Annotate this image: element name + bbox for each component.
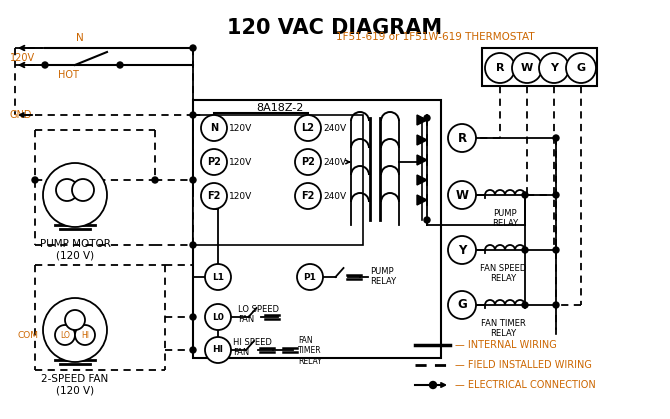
Circle shape	[152, 177, 158, 183]
Circle shape	[522, 302, 528, 308]
Polygon shape	[417, 175, 427, 185]
Circle shape	[205, 264, 231, 290]
Circle shape	[448, 124, 476, 152]
Text: HI SPEED
FAN: HI SPEED FAN	[233, 338, 272, 357]
Circle shape	[205, 337, 231, 363]
Circle shape	[522, 247, 528, 253]
Circle shape	[424, 217, 430, 223]
Circle shape	[190, 112, 196, 118]
Text: 240V: 240V	[323, 124, 346, 132]
Circle shape	[190, 242, 196, 248]
Polygon shape	[417, 155, 427, 165]
Text: FAN SPEED
RELAY: FAN SPEED RELAY	[480, 264, 526, 283]
Bar	[193, 100, 441, 358]
Circle shape	[424, 115, 430, 121]
Circle shape	[75, 325, 95, 345]
Circle shape	[553, 135, 559, 141]
Circle shape	[553, 247, 559, 253]
Circle shape	[32, 177, 38, 183]
Text: FAN
TIMER
RELAY: FAN TIMER RELAY	[298, 336, 322, 366]
Circle shape	[65, 310, 85, 330]
Text: W: W	[521, 63, 533, 73]
Text: HI: HI	[212, 346, 224, 354]
Text: G: G	[576, 63, 586, 73]
Text: LO: LO	[60, 331, 70, 339]
Circle shape	[448, 291, 476, 319]
Text: HI: HI	[81, 331, 89, 339]
Text: 1F51-619 or 1F51W-619 THERMOSTAT: 1F51-619 or 1F51W-619 THERMOSTAT	[336, 32, 534, 42]
Polygon shape	[417, 195, 427, 205]
Circle shape	[297, 264, 323, 290]
Circle shape	[485, 53, 515, 83]
Bar	[193, 115, 363, 245]
Text: PUMP
RELAY: PUMP RELAY	[370, 267, 396, 287]
Text: L1: L1	[212, 272, 224, 282]
Text: Y: Y	[550, 63, 558, 73]
Circle shape	[448, 236, 476, 264]
Circle shape	[117, 62, 123, 68]
Text: COM: COM	[17, 331, 38, 339]
Circle shape	[72, 179, 94, 201]
Circle shape	[553, 302, 559, 308]
Text: — ELECTRICAL CONNECTION: — ELECTRICAL CONNECTION	[455, 380, 596, 390]
Circle shape	[429, 382, 436, 388]
Text: — INTERNAL WIRING: — INTERNAL WIRING	[455, 340, 557, 350]
Text: F2: F2	[302, 191, 315, 201]
Text: P2: P2	[207, 157, 221, 167]
Text: P1: P1	[304, 272, 316, 282]
Circle shape	[295, 115, 321, 141]
Polygon shape	[417, 135, 427, 145]
Text: 120 VAC DIAGRAM: 120 VAC DIAGRAM	[227, 18, 443, 38]
Circle shape	[448, 181, 476, 209]
Circle shape	[512, 53, 542, 83]
Text: PUMP MOTOR
(120 V): PUMP MOTOR (120 V)	[40, 239, 111, 261]
Bar	[482, 48, 597, 86]
Text: 240V: 240V	[323, 158, 346, 166]
Text: — FIELD INSTALLED WIRING: — FIELD INSTALLED WIRING	[455, 360, 592, 370]
Circle shape	[43, 298, 107, 362]
Circle shape	[56, 179, 78, 201]
Text: PUMP
RELAY: PUMP RELAY	[492, 209, 518, 228]
Circle shape	[190, 314, 196, 320]
Circle shape	[201, 115, 227, 141]
Circle shape	[539, 53, 569, 83]
Circle shape	[566, 53, 596, 83]
Text: N: N	[210, 123, 218, 133]
Text: 120V: 120V	[229, 191, 252, 201]
Text: F2: F2	[207, 191, 220, 201]
Text: R: R	[496, 63, 505, 73]
Circle shape	[295, 149, 321, 175]
Circle shape	[295, 183, 321, 209]
Text: 240V: 240V	[323, 191, 346, 201]
Text: P2: P2	[301, 157, 315, 167]
Text: R: R	[458, 132, 466, 145]
Text: L2: L2	[302, 123, 314, 133]
Circle shape	[190, 177, 196, 183]
Circle shape	[43, 163, 107, 227]
Text: N: N	[76, 33, 84, 43]
Circle shape	[190, 347, 196, 353]
Text: HOT: HOT	[58, 70, 79, 80]
Circle shape	[205, 304, 231, 330]
Text: LO SPEED
FAN: LO SPEED FAN	[238, 305, 279, 324]
Text: 120V: 120V	[10, 53, 35, 63]
Circle shape	[55, 325, 75, 345]
Text: 120V: 120V	[229, 158, 252, 166]
Circle shape	[201, 183, 227, 209]
Polygon shape	[417, 115, 427, 125]
Text: 120V: 120V	[229, 124, 252, 132]
Text: G: G	[457, 298, 467, 311]
Text: Y: Y	[458, 243, 466, 256]
Circle shape	[522, 192, 528, 198]
Text: L0: L0	[212, 313, 224, 321]
Text: 8A18Z-2: 8A18Z-2	[257, 103, 304, 113]
Text: FAN TIMER
RELAY: FAN TIMER RELAY	[480, 319, 525, 339]
Text: W: W	[456, 189, 468, 202]
Text: GND: GND	[10, 110, 33, 120]
Text: 2-SPEED FAN
(120 V): 2-SPEED FAN (120 V)	[42, 374, 109, 396]
Circle shape	[201, 149, 227, 175]
Circle shape	[553, 192, 559, 198]
Circle shape	[190, 45, 196, 51]
Circle shape	[42, 62, 48, 68]
